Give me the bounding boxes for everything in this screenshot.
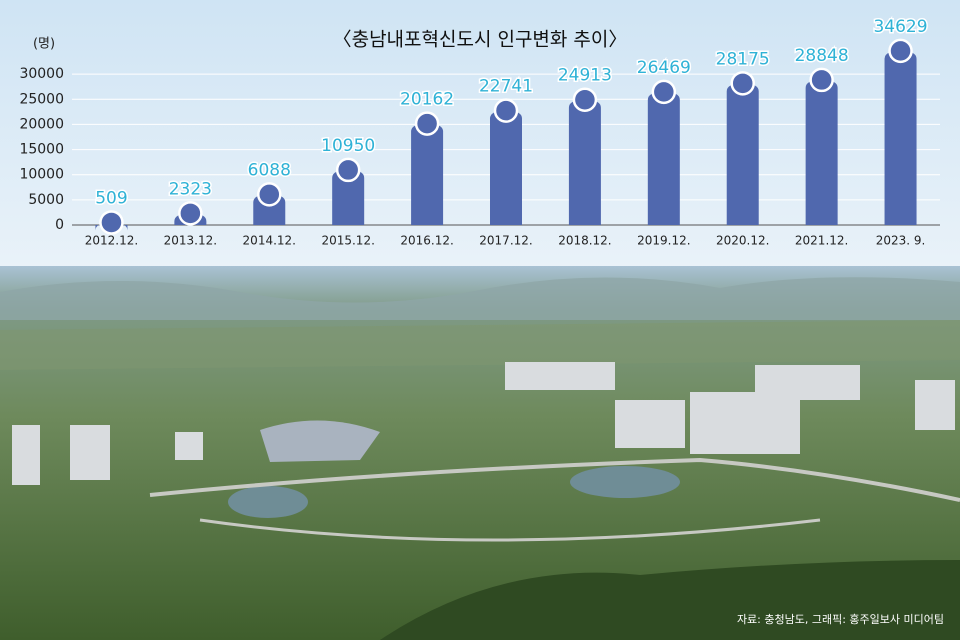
bar-cap: [99, 210, 124, 235]
bar-cap: [335, 157, 361, 183]
bar: [805, 79, 838, 226]
source-note: 자료: 충청남도, 그래픽: 홍주일보사 미디어팀: [737, 612, 944, 626]
x-tick-label: 2023. 9.: [876, 234, 926, 248]
bar-cap: [414, 111, 440, 136]
value-label: 24913: [558, 66, 612, 86]
value-label: 34629: [873, 17, 927, 37]
y-tick-label: 20000: [19, 116, 64, 132]
x-tick-label: 2014.12.: [243, 234, 296, 248]
chart-background: [0, 0, 960, 266]
y-tick-label: 10000: [19, 167, 64, 183]
value-label: 2323: [169, 179, 212, 199]
x-tick-label: 2020.12.: [716, 234, 769, 248]
y-tick-label: 5000: [28, 192, 64, 208]
value-label: 28175: [716, 49, 770, 69]
bar-cap: [257, 182, 282, 207]
bar: [568, 99, 601, 225]
chart-title: 〈충남내포혁신도시 인구변화 추이〉: [333, 29, 628, 51]
x-tick-label: 2015.12.: [321, 234, 374, 248]
bar: [884, 50, 917, 225]
bar-cap: [888, 38, 913, 64]
value-label: 22741: [479, 77, 533, 97]
bar-cap: [809, 67, 834, 93]
y-tick-label: 0: [55, 217, 64, 233]
bar-cap: [493, 98, 519, 123]
x-tick-label: 2016.12.: [400, 234, 453, 248]
bar-cap: [572, 87, 598, 112]
bar-cap: [651, 79, 677, 105]
value-label: 26469: [637, 58, 691, 78]
value-label: 10950: [321, 136, 375, 156]
value-label: 20162: [400, 90, 454, 110]
x-tick-label: 2017.12.: [479, 234, 532, 248]
y-tick-label: 15000: [19, 142, 64, 158]
bar: [490, 110, 522, 225]
y-tick-label: 25000: [19, 91, 64, 107]
x-tick-label: 2013.12.: [164, 234, 217, 248]
bar: [332, 169, 365, 225]
value-label: 6088: [248, 160, 291, 180]
x-tick-label: 2012.12.: [85, 234, 138, 248]
y-tick-label: 30000: [19, 66, 64, 82]
bar: [647, 91, 680, 225]
value-label: 509: [95, 188, 127, 208]
bar: [726, 83, 759, 225]
bar: [411, 123, 444, 225]
y-axis-label: (명): [33, 37, 55, 52]
bar-cap: [730, 71, 755, 96]
aerial-photo: [0, 266, 960, 640]
x-tick-label: 2018.12.: [558, 234, 611, 248]
value-label: 28848: [795, 46, 849, 66]
bar-cap: [178, 201, 203, 226]
x-tick-label: 2019.12.: [637, 234, 690, 248]
x-tick-label: 2021.12.: [795, 234, 848, 248]
